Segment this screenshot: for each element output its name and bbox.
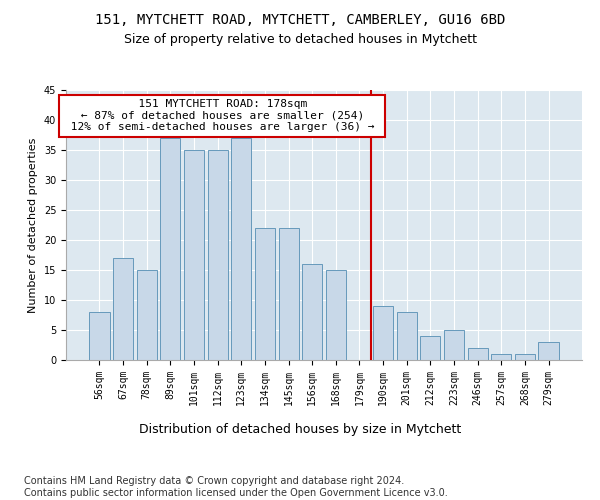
Bar (491, 354, 511, 360)
Bar (184, 150, 204, 360)
Bar (444, 330, 464, 360)
Bar (89, 312, 110, 360)
Bar (231, 138, 251, 360)
Bar (255, 228, 275, 360)
Bar (326, 270, 346, 360)
Bar (160, 138, 181, 360)
Text: Contains HM Land Registry data © Crown copyright and database right 2024.
Contai: Contains HM Land Registry data © Crown c… (24, 476, 448, 498)
Text: 151 MYTCHETT ROAD: 178sqm  
 ← 87% of detached houses are smaller (254) 
 12% of: 151 MYTCHETT ROAD: 178sqm ← 87% of detac… (64, 99, 381, 132)
Bar (373, 306, 393, 360)
Text: Size of property relative to detached houses in Mytchett: Size of property relative to detached ho… (124, 32, 476, 46)
Bar (538, 342, 559, 360)
Bar (515, 354, 535, 360)
Bar (137, 270, 157, 360)
Bar (302, 264, 322, 360)
Bar (467, 348, 488, 360)
Text: Distribution of detached houses by size in Mytchett: Distribution of detached houses by size … (139, 422, 461, 436)
Bar (420, 336, 440, 360)
Bar (278, 228, 299, 360)
Bar (208, 150, 228, 360)
Text: 151, MYTCHETT ROAD, MYTCHETT, CAMBERLEY, GU16 6BD: 151, MYTCHETT ROAD, MYTCHETT, CAMBERLEY,… (95, 12, 505, 26)
Bar (113, 258, 133, 360)
Y-axis label: Number of detached properties: Number of detached properties (28, 138, 38, 312)
Bar (397, 312, 417, 360)
